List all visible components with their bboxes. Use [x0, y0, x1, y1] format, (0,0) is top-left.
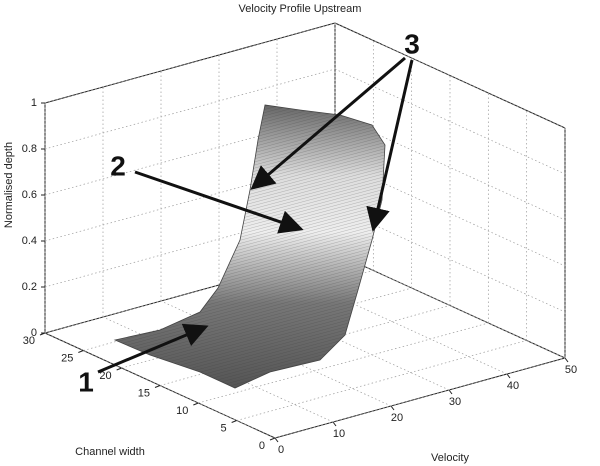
x-tick-label: 20 [391, 412, 403, 424]
y-tick-mark [116, 367, 122, 371]
arrow [366, 59, 414, 232]
y-tick-label: 20 [99, 370, 111, 382]
x-axis-label: Velocity [431, 452, 469, 464]
x-tick-mark [506, 373, 511, 379]
y-tick-label: 0 [259, 440, 265, 452]
y-tick-mark [193, 402, 199, 406]
x-tick-mark [390, 405, 395, 411]
x-tick-mark [564, 357, 569, 363]
axis-line [274, 357, 566, 439]
axis-line [334, 22, 566, 129]
y-tick-mark [78, 350, 84, 353]
y-axis-label: Channel width [75, 446, 145, 458]
chart-title: Velocity Profile Upstream [239, 3, 362, 15]
surface-hatch [115, 105, 385, 388]
annotation: 1 [78, 366, 94, 397]
arrow [250, 56, 406, 190]
y-tick-label: 30 [23, 335, 35, 347]
z-tick-label: 0.4 [22, 235, 37, 247]
y-tick-label: 5 [221, 422, 227, 434]
z-tick-label: 0 [31, 327, 37, 339]
y-tick-mark [269, 437, 276, 441]
arrow [134, 170, 304, 234]
x-tick-label: 50 [565, 364, 577, 376]
x-tick-mark [332, 421, 337, 427]
y-tick-mark [154, 385, 161, 388]
surface [113, 104, 386, 389]
z-tick-label: 1 [31, 97, 37, 109]
y-tick-label: 10 [176, 405, 188, 417]
x-tick-label: 0 [278, 444, 284, 456]
arrow [97, 323, 209, 374]
x-tick-mark [448, 389, 453, 395]
z-tick-label: 0.2 [22, 281, 37, 293]
annotation: 2 [110, 150, 126, 181]
annotation: 3 [404, 28, 420, 59]
y-tick-label: 25 [61, 352, 73, 364]
axis-line [44, 22, 336, 104]
x-tick-label: 40 [507, 380, 519, 392]
x-tick-label: 30 [449, 396, 461, 408]
annotation-arrows [97, 56, 414, 374]
z-axis-label: Normalised depth [3, 142, 15, 228]
y-tick-mark [231, 420, 237, 423]
x-tick-label: 10 [333, 428, 345, 440]
z-tick-label: 0.6 [22, 189, 37, 201]
z-tick-label: 0.8 [22, 143, 37, 155]
x-tick-mark [274, 437, 279, 443]
y-tick-label: 15 [138, 387, 150, 399]
